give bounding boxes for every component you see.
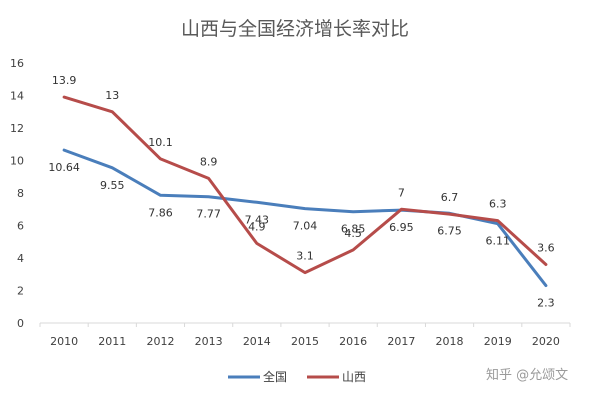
series-layer: [62, 95, 548, 288]
axis-layer: 0 2 4 6 8 10 12 14 16 2010 2011 2012 2013 2014 2015 201…: [10, 57, 571, 348]
x-tick-label: 2020: [532, 335, 560, 348]
data-label-national: 10.64: [48, 161, 80, 174]
data-label-layer: 10.64 9.55 7.86 7.77 7.43 7.04 6.85 6.95 6.75 6.1…: [48, 74, 554, 310]
y-tick-label: 14: [10, 90, 24, 103]
x-tick-label: 2010: [50, 335, 78, 348]
data-label-national: 6.95: [389, 221, 414, 234]
legend: 全国 山西: [228, 369, 366, 384]
y-tick-label: 0: [17, 317, 24, 330]
data-label-shanxi: 4.9: [248, 220, 266, 233]
y-tick-label: 2: [17, 285, 24, 298]
legend-label-shanxi: 山西: [342, 370, 366, 384]
data-label-shanxi: 13.9: [52, 74, 77, 87]
x-tick-label: 2016: [339, 335, 367, 348]
data-label-national: 2.3: [537, 297, 555, 310]
data-label-shanxi: 10.1: [148, 136, 173, 149]
x-tick-label: 2018: [436, 335, 464, 348]
y-tick-label: 8: [17, 187, 24, 200]
data-label-shanxi: 6.7: [441, 191, 459, 204]
data-label-shanxi: 7: [398, 186, 405, 199]
x-tick-label: 2011: [98, 335, 126, 348]
data-label-national: 6.11: [485, 235, 510, 248]
y-tick-label: 10: [10, 155, 24, 168]
data-label-national: 7.04: [293, 220, 318, 233]
data-label-shanxi: 4.5: [344, 227, 362, 240]
x-tick-label: 2015: [291, 335, 319, 348]
data-label-national: 7.86: [148, 206, 173, 219]
x-tick-label: 2017: [387, 335, 415, 348]
series-line-shanxi: [62, 95, 548, 275]
y-tick-label: 4: [17, 252, 24, 265]
data-label-shanxi: 13: [105, 89, 119, 102]
x-tick-label: 2012: [146, 335, 174, 348]
data-label-shanxi: 3.1: [296, 250, 314, 263]
watermark: 知乎 @允颂文: [486, 367, 568, 383]
data-label-national: 6.75: [437, 224, 462, 237]
data-label-shanxi: 8.9: [200, 155, 218, 168]
data-label-national: 7.77: [196, 208, 221, 221]
data-label-national: 9.55: [100, 179, 125, 192]
data-label-shanxi: 3.6: [537, 242, 555, 255]
x-tick-label: 2019: [484, 335, 512, 348]
data-label-national: 7.43: [245, 213, 270, 226]
x-tick-label: 2014: [243, 335, 271, 348]
data-label-shanxi: 6.3: [489, 198, 507, 211]
data-label-national: 6.85: [341, 223, 366, 236]
legend-label-national: 全国: [263, 369, 287, 384]
y-tick-label: 6: [17, 220, 24, 233]
x-tick-label: 2013: [195, 335, 223, 348]
y-tick-label: 16: [10, 57, 24, 70]
chart-title: 山西与全国经济增长率对比: [181, 18, 409, 40]
y-tick-label: 12: [10, 122, 24, 135]
